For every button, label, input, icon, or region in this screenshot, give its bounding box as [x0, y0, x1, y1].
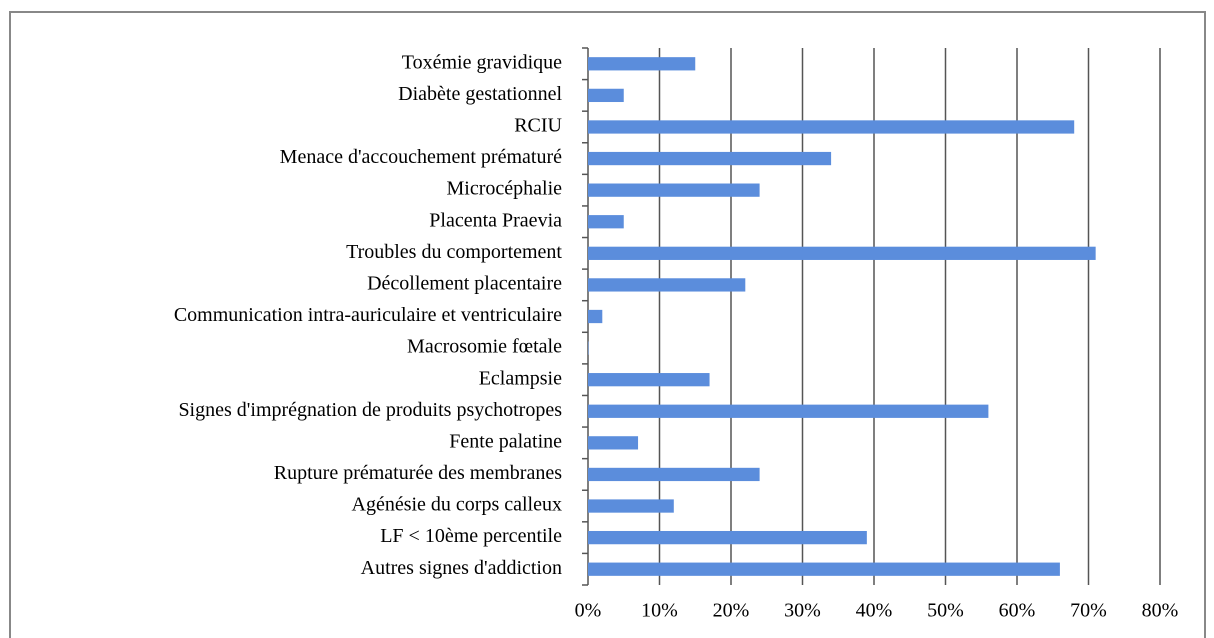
y-tick-label: Diabète gestationnel — [398, 83, 562, 105]
y-tick-label: RCIU — [514, 115, 562, 137]
bar — [588, 373, 710, 387]
y-tick-label: Menace d'accouchement prématuré — [280, 146, 562, 168]
x-tick-label: 30% — [784, 600, 821, 622]
x-tick-label: 0% — [575, 600, 602, 622]
x-tick-label: 50% — [927, 600, 964, 622]
bar — [588, 278, 746, 292]
x-tick-label: 70% — [1070, 600, 1107, 622]
bar — [588, 57, 696, 71]
bar — [588, 467, 760, 482]
y-tick-label: LF < 10ème percentile — [380, 525, 562, 547]
bar — [588, 530, 867, 545]
bar — [588, 120, 1075, 134]
x-tick-label: 10% — [641, 600, 678, 622]
y-tick-label: Décollement placentaire — [367, 273, 562, 295]
y-tick-label: Fente palatine — [449, 430, 562, 452]
y-tick-label: Communication intra-auriculaire et ventr… — [174, 304, 562, 326]
x-tick-label: 80% — [1142, 600, 1179, 622]
bar — [588, 341, 589, 355]
y-tick-label: Placenta Praevia — [429, 209, 562, 231]
bar — [588, 183, 760, 197]
x-tick-label: 60% — [999, 600, 1036, 622]
y-tick-label: Rupture prématurée des membranes — [274, 462, 562, 484]
bar — [588, 215, 624, 229]
x-tick-label: 20% — [713, 600, 750, 622]
bar — [588, 88, 624, 103]
bar — [588, 404, 989, 418]
bar — [588, 436, 639, 450]
bar — [588, 246, 1096, 260]
y-tick-label: Autres signes d'addiction — [361, 557, 562, 579]
x-tick-label: 40% — [856, 600, 893, 622]
y-tick-label: Troubles du comportement — [346, 241, 562, 263]
y-tick-label: Microcéphalie — [447, 178, 563, 200]
bar — [588, 151, 832, 166]
y-tick-label: Signes d'imprégnation de produits psycho… — [178, 399, 562, 421]
y-tick-label: Eclampsie — [479, 367, 562, 389]
y-tick-label: Toxémie gravidique — [402, 51, 562, 73]
bar — [588, 499, 674, 513]
bar — [588, 309, 603, 324]
y-tick-label: Macrosomie fœtale — [407, 336, 562, 358]
y-tick-label: Agénésie du corps calleux — [352, 494, 562, 516]
bar — [588, 562, 1060, 576]
